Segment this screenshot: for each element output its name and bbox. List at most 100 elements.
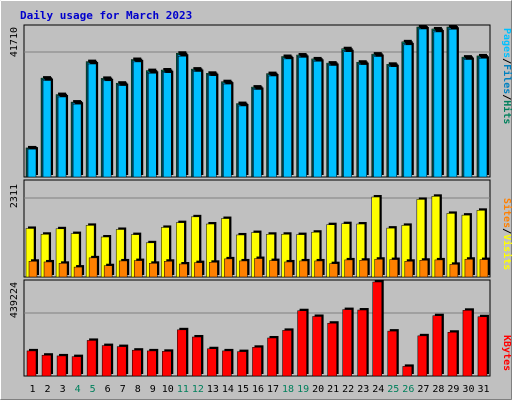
kbytes-ymax-label: 439224 (9, 282, 20, 318)
kbytes-bar-day-14 (222, 348, 234, 377)
pages-bar-day-6 (102, 78, 114, 178)
pages-bar-day-27 (418, 27, 429, 178)
x-tick-label-day-20: 20 (312, 384, 324, 395)
x-tick-label-day-26: 26 (402, 384, 414, 395)
x-tick-label-day-31: 31 (477, 384, 489, 395)
kbytes-bar-day-17 (267, 335, 279, 377)
sites-bar-day-5 (88, 255, 100, 278)
x-tick-label-day-6: 6 (105, 384, 111, 395)
kbytes-bar-day-19 (297, 308, 309, 377)
pages-bar-day-3 (57, 94, 69, 178)
x-tick-label-day-25: 25 (387, 384, 399, 395)
pages-bar-day-16 (253, 87, 264, 178)
kbytes-bar-day-5 (86, 338, 99, 377)
x-axis-day-labels: 1 2 3 4 5 6 7 8 9 10 11 12 13 14 15 16 17 18 19 20 21 22 23 24 2… (30, 384, 490, 395)
sites-bar-day-31 (479, 257, 490, 278)
sites-bar-day-1 (28, 259, 39, 278)
sites-bar-day-7 (118, 258, 130, 278)
kbytes-bar-day-30 (462, 308, 474, 377)
pages-bar-day-25 (388, 64, 399, 178)
pages-bar-day-11 (178, 54, 189, 178)
x-tick-label-day-9: 9 (150, 384, 156, 395)
kbytes-bar-day-29 (447, 330, 459, 377)
sites-bar-day-22 (344, 257, 355, 278)
sites-bar-day-19 (299, 258, 310, 278)
pages-bar-day-13 (208, 73, 219, 178)
sites-bar-day-13 (209, 260, 220, 278)
x-tick-label-day-22: 22 (342, 384, 354, 395)
sites-bar-day-11 (179, 262, 190, 278)
sites-bar-day-17 (269, 258, 280, 278)
sites-bar-day-25 (389, 257, 400, 278)
x-tick-label-day-5: 5 (90, 384, 96, 395)
x-tick-label-day-24: 24 (372, 384, 384, 395)
sites-bar-day-10 (164, 259, 175, 278)
kbytes-bar-day-10 (162, 349, 174, 377)
kbytes-bar-day-1 (26, 348, 38, 377)
sites-bar-day-24 (374, 257, 385, 278)
pages-bar-day-5 (87, 62, 99, 178)
hits-legend-part: / (501, 94, 512, 100)
pages-bar-day-2 (42, 78, 54, 178)
x-tick-label-day-19: 19 (297, 384, 309, 395)
pages-bar-day-17 (268, 74, 279, 178)
sites-bar-day-27 (419, 258, 430, 278)
kbytes-bar-day-13 (207, 346, 219, 377)
sites-bar-day-20 (314, 258, 325, 278)
kbytes-bar-day-16 (252, 345, 264, 377)
x-tick-label-day-29: 29 (447, 384, 459, 395)
pages-bar-day-19 (298, 55, 309, 178)
sites-bar-day-4 (73, 265, 85, 278)
pages-bar-day-15 (238, 103, 249, 178)
pages-bar-day-28 (433, 29, 444, 178)
sites-bar-day-21 (329, 261, 340, 278)
kbytes-panel-legend: KBytes (501, 335, 512, 371)
hits-panel: 41710 (9, 24, 491, 178)
x-tick-label-day-17: 17 (267, 384, 279, 395)
x-tick-label-day-10: 10 (162, 384, 174, 395)
sites-bar-day-16 (254, 256, 265, 278)
kbytes-bar-day-2 (41, 353, 54, 377)
kbytes-panel: 439224 (9, 279, 491, 377)
pages-bar-day-24 (373, 54, 384, 178)
x-tick-label-day-1: 1 (30, 384, 36, 395)
x-tick-label-day-15: 15 (237, 384, 249, 395)
x-tick-label-day-21: 21 (327, 384, 339, 395)
visits-legend-part: / (501, 228, 512, 234)
kbytes-legend-part: KBytes (501, 335, 512, 371)
visits-ymax-label: 2311 (9, 184, 20, 208)
pages-bar-day-7 (117, 83, 129, 178)
sites-bar-day-18 (284, 259, 295, 278)
pages-bar-day-31 (478, 56, 489, 178)
hits-ymax-label: 41710 (9, 27, 20, 57)
visits-panel-legend: Sites/Visits (501, 198, 512, 270)
sites-bar-day-9 (149, 261, 160, 278)
sites-bar-day-14 (224, 256, 235, 278)
x-tick-label-day-8: 8 (135, 384, 141, 395)
sites-bar-day-23 (359, 258, 370, 278)
x-tick-label-day-3: 3 (60, 384, 66, 395)
sites-bar-day-15 (239, 258, 250, 278)
x-tick-label-day-13: 13 (207, 384, 219, 395)
pages-bar-day-4 (72, 102, 84, 178)
kbytes-bar-day-23 (357, 308, 369, 377)
pages-bar-day-8 (132, 59, 144, 178)
x-tick-label-day-2: 2 (45, 384, 51, 395)
x-tick-label-day-30: 30 (462, 384, 474, 395)
hits-panel-legend: Pages/Files/Hits (501, 28, 512, 124)
kbytes-bar-day-8 (131, 348, 144, 377)
x-tick-label-day-23: 23 (357, 384, 369, 395)
kbytes-bar-day-12 (192, 334, 204, 377)
kbytes-bar-day-31 (477, 314, 489, 377)
pages-bar-day-29 (448, 27, 459, 178)
sites-bar-day-2 (43, 259, 55, 278)
kbytes-bar-day-18 (282, 328, 294, 377)
sites-bar-day-8 (133, 258, 145, 278)
kbytes-bar-day-27 (417, 333, 429, 377)
pages-bar-day-1 (27, 147, 38, 178)
hits-legend-part: / (501, 58, 512, 64)
sites-bar-day-28 (434, 257, 445, 278)
x-tick-label-day-14: 14 (222, 384, 234, 395)
x-tick-label-day-28: 28 (432, 384, 444, 395)
